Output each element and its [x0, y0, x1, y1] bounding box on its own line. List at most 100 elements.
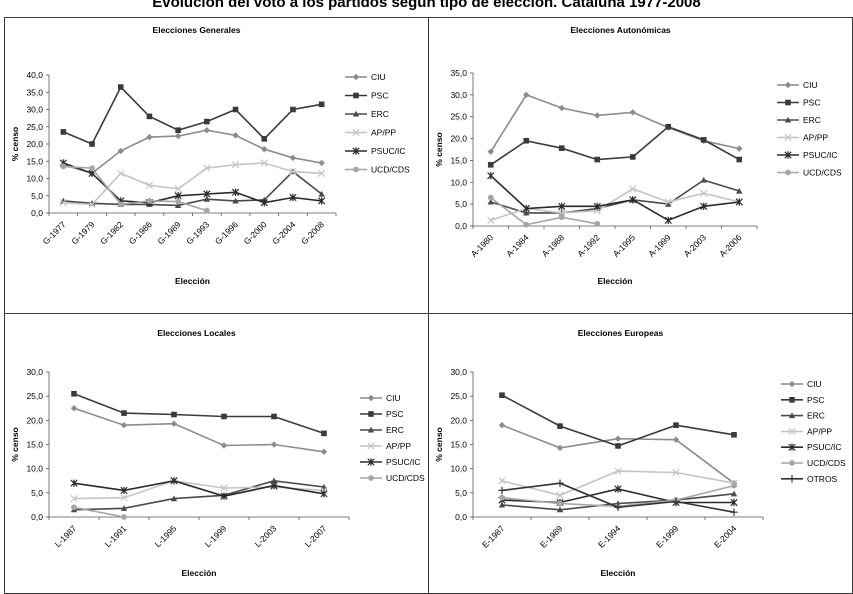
legend: CIU PSC ERC AP/PP PSUC/IC UCD/CDS	[345, 72, 410, 175]
data-point-psuc-ic	[318, 197, 326, 205]
data-point-ucd-cds	[175, 198, 182, 205]
x-tick-label: L-1995	[153, 523, 179, 549]
data-point-ap-pp	[231, 161, 240, 169]
data-point-ap-pp	[117, 169, 125, 177]
chart-title: Elecciones Autonómicas	[570, 25, 671, 35]
data-point-psc	[117, 84, 124, 90]
y-tick-label: 20,0	[450, 134, 467, 144]
x-tick-label: G-1996	[213, 219, 240, 246]
data-point-ap-pp	[203, 164, 211, 172]
y-tick-label: 10,0	[450, 177, 467, 187]
legend-label-ucd-cds: UCD/CDS	[803, 168, 842, 178]
series-psc	[71, 390, 327, 437]
data-point-psc	[321, 430, 327, 437]
data-point-psc	[204, 118, 210, 125]
data-point-ap-pp	[145, 181, 154, 190]
series-line-psc	[73, 393, 325, 435]
y-tick-label: 5,0	[455, 488, 467, 498]
chart-1-root: Elecciones Autonómicas % censo Elección 0,0…	[434, 25, 842, 286]
data-point-ciu	[523, 91, 530, 99]
x-tick-label: G-1993	[184, 219, 211, 246]
data-point-ciu	[614, 435, 622, 442]
series-erc	[60, 168, 325, 208]
y-tick-label: 10,0	[26, 174, 43, 184]
legend-marker-ap-pp	[352, 128, 360, 137]
data-point-ap-pp	[120, 494, 128, 502]
y-tick-label: 5,0	[455, 199, 467, 209]
legend: CIU PSC ERC AP/PP PSUC/IC UCD/CDS OTROS	[781, 379, 846, 484]
data-point-psc	[171, 411, 177, 418]
x-tick-label: G-1986	[127, 219, 154, 246]
data-point-ucd-cds	[487, 194, 494, 201]
chart-panel-autonomicas: Elecciones Autonómicas % censo Elección 0,0…	[428, 17, 853, 314]
data-point-psuc-ic	[700, 202, 708, 211]
legend-marker-psc	[368, 411, 374, 417]
data-point-psc	[221, 413, 227, 420]
legend-label-ciu: CIU	[386, 393, 401, 403]
series-line-ap-pp	[490, 187, 740, 222]
data-point-psc	[594, 156, 601, 163]
data-point-ciu	[120, 421, 128, 429]
data-point-psc	[615, 443, 621, 449]
data-point-psuc-ic	[730, 498, 738, 507]
data-point-psuc-ic	[220, 492, 228, 500]
data-point-erc	[665, 200, 672, 207]
legend-label-psc: PSC	[803, 98, 820, 108]
data-point-psc	[89, 141, 95, 147]
data-point-psc	[736, 156, 743, 163]
series-ap-pp	[70, 477, 328, 503]
page-title: Evolución del voto a los partidos según …	[152, 0, 701, 11]
data-point-psc	[71, 390, 77, 397]
data-point-psc	[261, 136, 268, 142]
data-point-erc	[318, 190, 325, 197]
legend-marker-erc	[788, 412, 796, 419]
x-tick-label: A-2006	[717, 232, 744, 259]
y-tick-label: 0,0	[455, 512, 467, 522]
data-point-ciu	[556, 444, 564, 452]
data-point-ucd-cds	[594, 220, 601, 227]
chart-0-root: Elecciones Generales % censo Elección 0,0 5,…	[10, 25, 410, 286]
legend-label-ap-pp: AP/PP	[807, 426, 832, 436]
series-ciu	[70, 405, 328, 455]
data-point-ucd-cds	[731, 482, 737, 489]
data-point-psuc-ic	[203, 190, 211, 198]
x-tick-label: L-2007	[303, 523, 329, 549]
series-psuc-ic	[487, 172, 743, 225]
legend-marker-ucd-cds	[368, 475, 374, 481]
data-point-ap-pp	[59, 199, 67, 207]
y-tick-label: 0,0	[31, 208, 43, 218]
legend-marker-otros	[788, 475, 796, 483]
legend-label-erc: ERC	[386, 425, 404, 435]
data-point-ciu	[146, 133, 153, 141]
data-point-ap-pp	[700, 189, 708, 197]
series-line-psuc-ic	[490, 175, 740, 222]
legend-marker-erc	[784, 116, 792, 123]
legend-label-ucd-cds: UCD/CDS	[371, 165, 410, 175]
y-tick-label: 20,0	[450, 415, 467, 425]
series-psc	[499, 392, 737, 449]
data-point-psc	[558, 145, 565, 151]
y-tick-label: 15,0	[450, 440, 467, 450]
data-point-psc	[487, 162, 494, 168]
data-point-ciu	[203, 127, 211, 134]
legend-marker-ciu	[367, 394, 375, 402]
x-tick-label: G-2008	[299, 219, 326, 246]
series-ap-pp	[59, 159, 326, 208]
legend-label-ap-pp: AP/PP	[386, 441, 411, 451]
y-tick-label: 15,0	[26, 156, 43, 166]
data-point-psuc-ic	[522, 204, 530, 213]
data-point-otros	[556, 479, 564, 487]
x-tick-label: L-1991	[103, 523, 129, 549]
data-point-otros	[730, 508, 738, 516]
y-tick-label: 10,0	[450, 464, 467, 474]
series-line-ciu	[490, 93, 740, 153]
data-point-ucd-cds	[557, 500, 563, 507]
data-point-psuc-ic	[629, 196, 637, 204]
y-axis-label: % censo	[10, 127, 20, 162]
y-tick-label: 25,0	[26, 391, 43, 401]
data-point-ciu	[174, 132, 182, 140]
data-point-erc	[498, 501, 506, 508]
x-tick-label: G-1979	[69, 219, 96, 246]
data-point-psc	[146, 113, 153, 120]
y-tick-label: 10,0	[26, 464, 43, 474]
